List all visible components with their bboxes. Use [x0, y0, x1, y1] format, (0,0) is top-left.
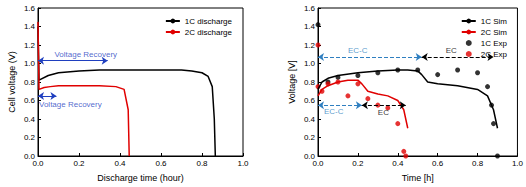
svg-text:0.0: 0.0: [23, 151, 35, 161]
svg-text:0.6: 0.6: [432, 159, 444, 168]
svg-text:1C discharge: 1C discharge: [185, 17, 233, 26]
svg-text:0.6: 0.6: [24, 96, 36, 105]
svg-text:Time [h]: Time [h]: [402, 173, 434, 183]
svg-text:0.6: 0.6: [155, 159, 167, 168]
svg-text:1.0: 1.0: [512, 159, 524, 168]
svg-text:0.8: 0.8: [304, 78, 316, 87]
svg-text:1.0: 1.0: [24, 59, 36, 68]
svg-text:1C Exp: 1C Exp: [481, 39, 508, 48]
svg-text:0.8: 0.8: [472, 159, 484, 168]
svg-text:0.4: 0.4: [304, 115, 316, 124]
svg-text:EC: EC: [378, 108, 389, 117]
svg-text:1.6: 1.6: [304, 4, 316, 13]
svg-text:Voltage [V]: Voltage [V]: [287, 60, 297, 104]
svg-text:1.4: 1.4: [304, 22, 316, 31]
svg-text:1C Sim: 1C Sim: [481, 17, 508, 26]
svg-text:0.6: 0.6: [304, 96, 316, 105]
svg-text:0.4: 0.4: [24, 115, 36, 124]
svg-text:2C discharge: 2C discharge: [185, 28, 233, 37]
svg-text:Cell voltage (V): Cell voltage (V): [7, 51, 17, 113]
svg-text:Voltage Recovery: Voltage Recovery: [39, 100, 102, 109]
svg-text:0.2: 0.2: [352, 159, 364, 168]
svg-text:0.0: 0.0: [312, 159, 324, 168]
svg-text:1.0: 1.0: [237, 159, 249, 168]
svg-text:1.6: 1.6: [24, 4, 36, 13]
svg-text:0.2: 0.2: [24, 133, 36, 142]
svg-text:0.2: 0.2: [73, 159, 85, 168]
svg-text:1.2: 1.2: [304, 41, 316, 50]
svg-text:Discharge time (hour): Discharge time (hour): [97, 173, 184, 183]
svg-text:1.4: 1.4: [24, 22, 36, 31]
svg-text:EC: EC: [446, 46, 457, 55]
svg-text:0.2: 0.2: [304, 133, 316, 142]
svg-text:2C Sim: 2C Sim: [481, 28, 508, 37]
svg-text:0.8: 0.8: [196, 159, 208, 168]
svg-text:EC-C: EC-C: [324, 107, 344, 116]
svg-text:2C Exp: 2C Exp: [480, 49, 507, 59]
svg-text:EC-C: EC-C: [348, 46, 368, 55]
svg-text:Voltage Recovery: Voltage Recovery: [54, 50, 117, 59]
svg-text:0.0: 0.0: [303, 151, 315, 161]
svg-text:0.8: 0.8: [24, 78, 36, 87]
svg-text:0.0: 0.0: [32, 159, 44, 168]
svg-text:1.0: 1.0: [304, 59, 316, 68]
svg-text:1.2: 1.2: [24, 41, 36, 50]
svg-text:0.4: 0.4: [114, 159, 126, 168]
svg-text:0.4: 0.4: [392, 159, 404, 168]
